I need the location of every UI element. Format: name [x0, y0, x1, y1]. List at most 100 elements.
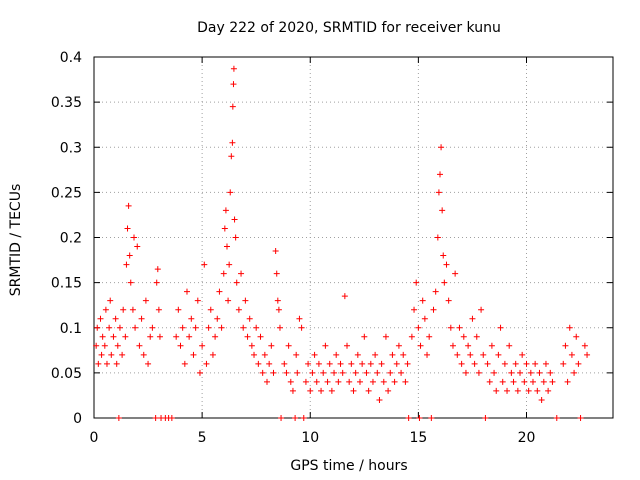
data-point [244, 333, 251, 340]
data-point [116, 324, 123, 331]
data-point [95, 360, 102, 367]
data-point [568, 351, 575, 358]
data-point [281, 360, 288, 367]
data-point [443, 261, 450, 268]
data-point [300, 415, 307, 421]
data-point [430, 306, 437, 313]
data-point [339, 369, 346, 376]
data-point [285, 342, 292, 349]
data-point [344, 342, 351, 349]
grid-lines [94, 57, 613, 418]
data-point [283, 369, 290, 376]
data-point [261, 351, 268, 358]
data-point [134, 243, 141, 250]
data-point [365, 387, 372, 394]
data-point [501, 360, 508, 367]
data-point [445, 297, 452, 304]
data-point [119, 351, 126, 358]
data-point [484, 360, 491, 367]
data-point [372, 351, 379, 358]
data-point [478, 306, 485, 313]
data-point [438, 144, 445, 151]
data-point [120, 306, 127, 313]
data-point [225, 297, 232, 304]
x-tick-label: 0 [90, 430, 99, 446]
data-point [391, 378, 398, 385]
data-point [149, 324, 156, 331]
data-point [188, 315, 195, 322]
data-point [233, 279, 240, 286]
x-axis-ticks: 0 5 10 15 20 [90, 57, 536, 446]
data-point [232, 234, 239, 241]
data-point [207, 306, 214, 313]
data-point [405, 415, 412, 421]
data-point [240, 324, 247, 331]
data-point [222, 207, 229, 214]
data-point [400, 351, 407, 358]
data-point [437, 171, 443, 178]
data-point [575, 360, 582, 367]
data-point [132, 324, 139, 331]
data-point [127, 279, 134, 286]
data-point [226, 261, 233, 268]
data-point [527, 369, 534, 376]
data-point [246, 315, 253, 322]
data-point [114, 342, 121, 349]
data-point [540, 378, 547, 385]
data-point [456, 324, 463, 331]
data-point [462, 369, 469, 376]
data-point [393, 360, 400, 367]
data-point [101, 342, 108, 349]
data-point [523, 360, 530, 367]
data-point [426, 333, 433, 340]
data-point [460, 333, 467, 340]
data-point [435, 189, 442, 196]
data-point [223, 243, 230, 250]
data-point [519, 351, 526, 358]
data-point [199, 342, 206, 349]
data-point [192, 324, 199, 331]
data-point [125, 202, 132, 209]
data-point [259, 369, 266, 376]
data-point [432, 288, 439, 295]
data-point [264, 378, 270, 385]
data-point [417, 342, 424, 349]
data-point [292, 415, 299, 421]
data-point [266, 360, 273, 367]
data-point [369, 378, 376, 385]
data-point [93, 342, 100, 349]
data-point [341, 293, 348, 300]
data-point [454, 351, 461, 358]
data-point [196, 369, 203, 376]
data-point [532, 360, 539, 367]
data-point [335, 378, 342, 385]
data-point [517, 369, 524, 376]
data-point [268, 342, 275, 349]
data-point [322, 342, 329, 349]
data-point [508, 369, 515, 376]
y-tick-label: 0.1 [60, 321, 82, 337]
data-point [367, 360, 374, 367]
data-point [346, 378, 353, 385]
data-point [514, 387, 521, 394]
y-tick-label: 0.2 [60, 231, 82, 247]
data-point [529, 378, 536, 385]
data-point [380, 378, 387, 385]
data-point [573, 333, 580, 340]
y-tick-label: 0.35 [51, 95, 82, 111]
data-point [194, 297, 201, 304]
data-point [190, 351, 197, 358]
data-point [521, 378, 528, 385]
data-point [577, 415, 584, 421]
y-tick-label: 0.3 [60, 140, 82, 156]
data-point [421, 315, 428, 322]
data-point [203, 360, 210, 367]
data-point [212, 333, 219, 340]
data-point [475, 369, 482, 376]
data-point [147, 333, 154, 340]
data-point [228, 153, 235, 160]
data-point [352, 369, 359, 376]
y-axis-label: SRMTID / TECUs [8, 184, 24, 297]
x-tick-label: 20 [518, 430, 536, 446]
